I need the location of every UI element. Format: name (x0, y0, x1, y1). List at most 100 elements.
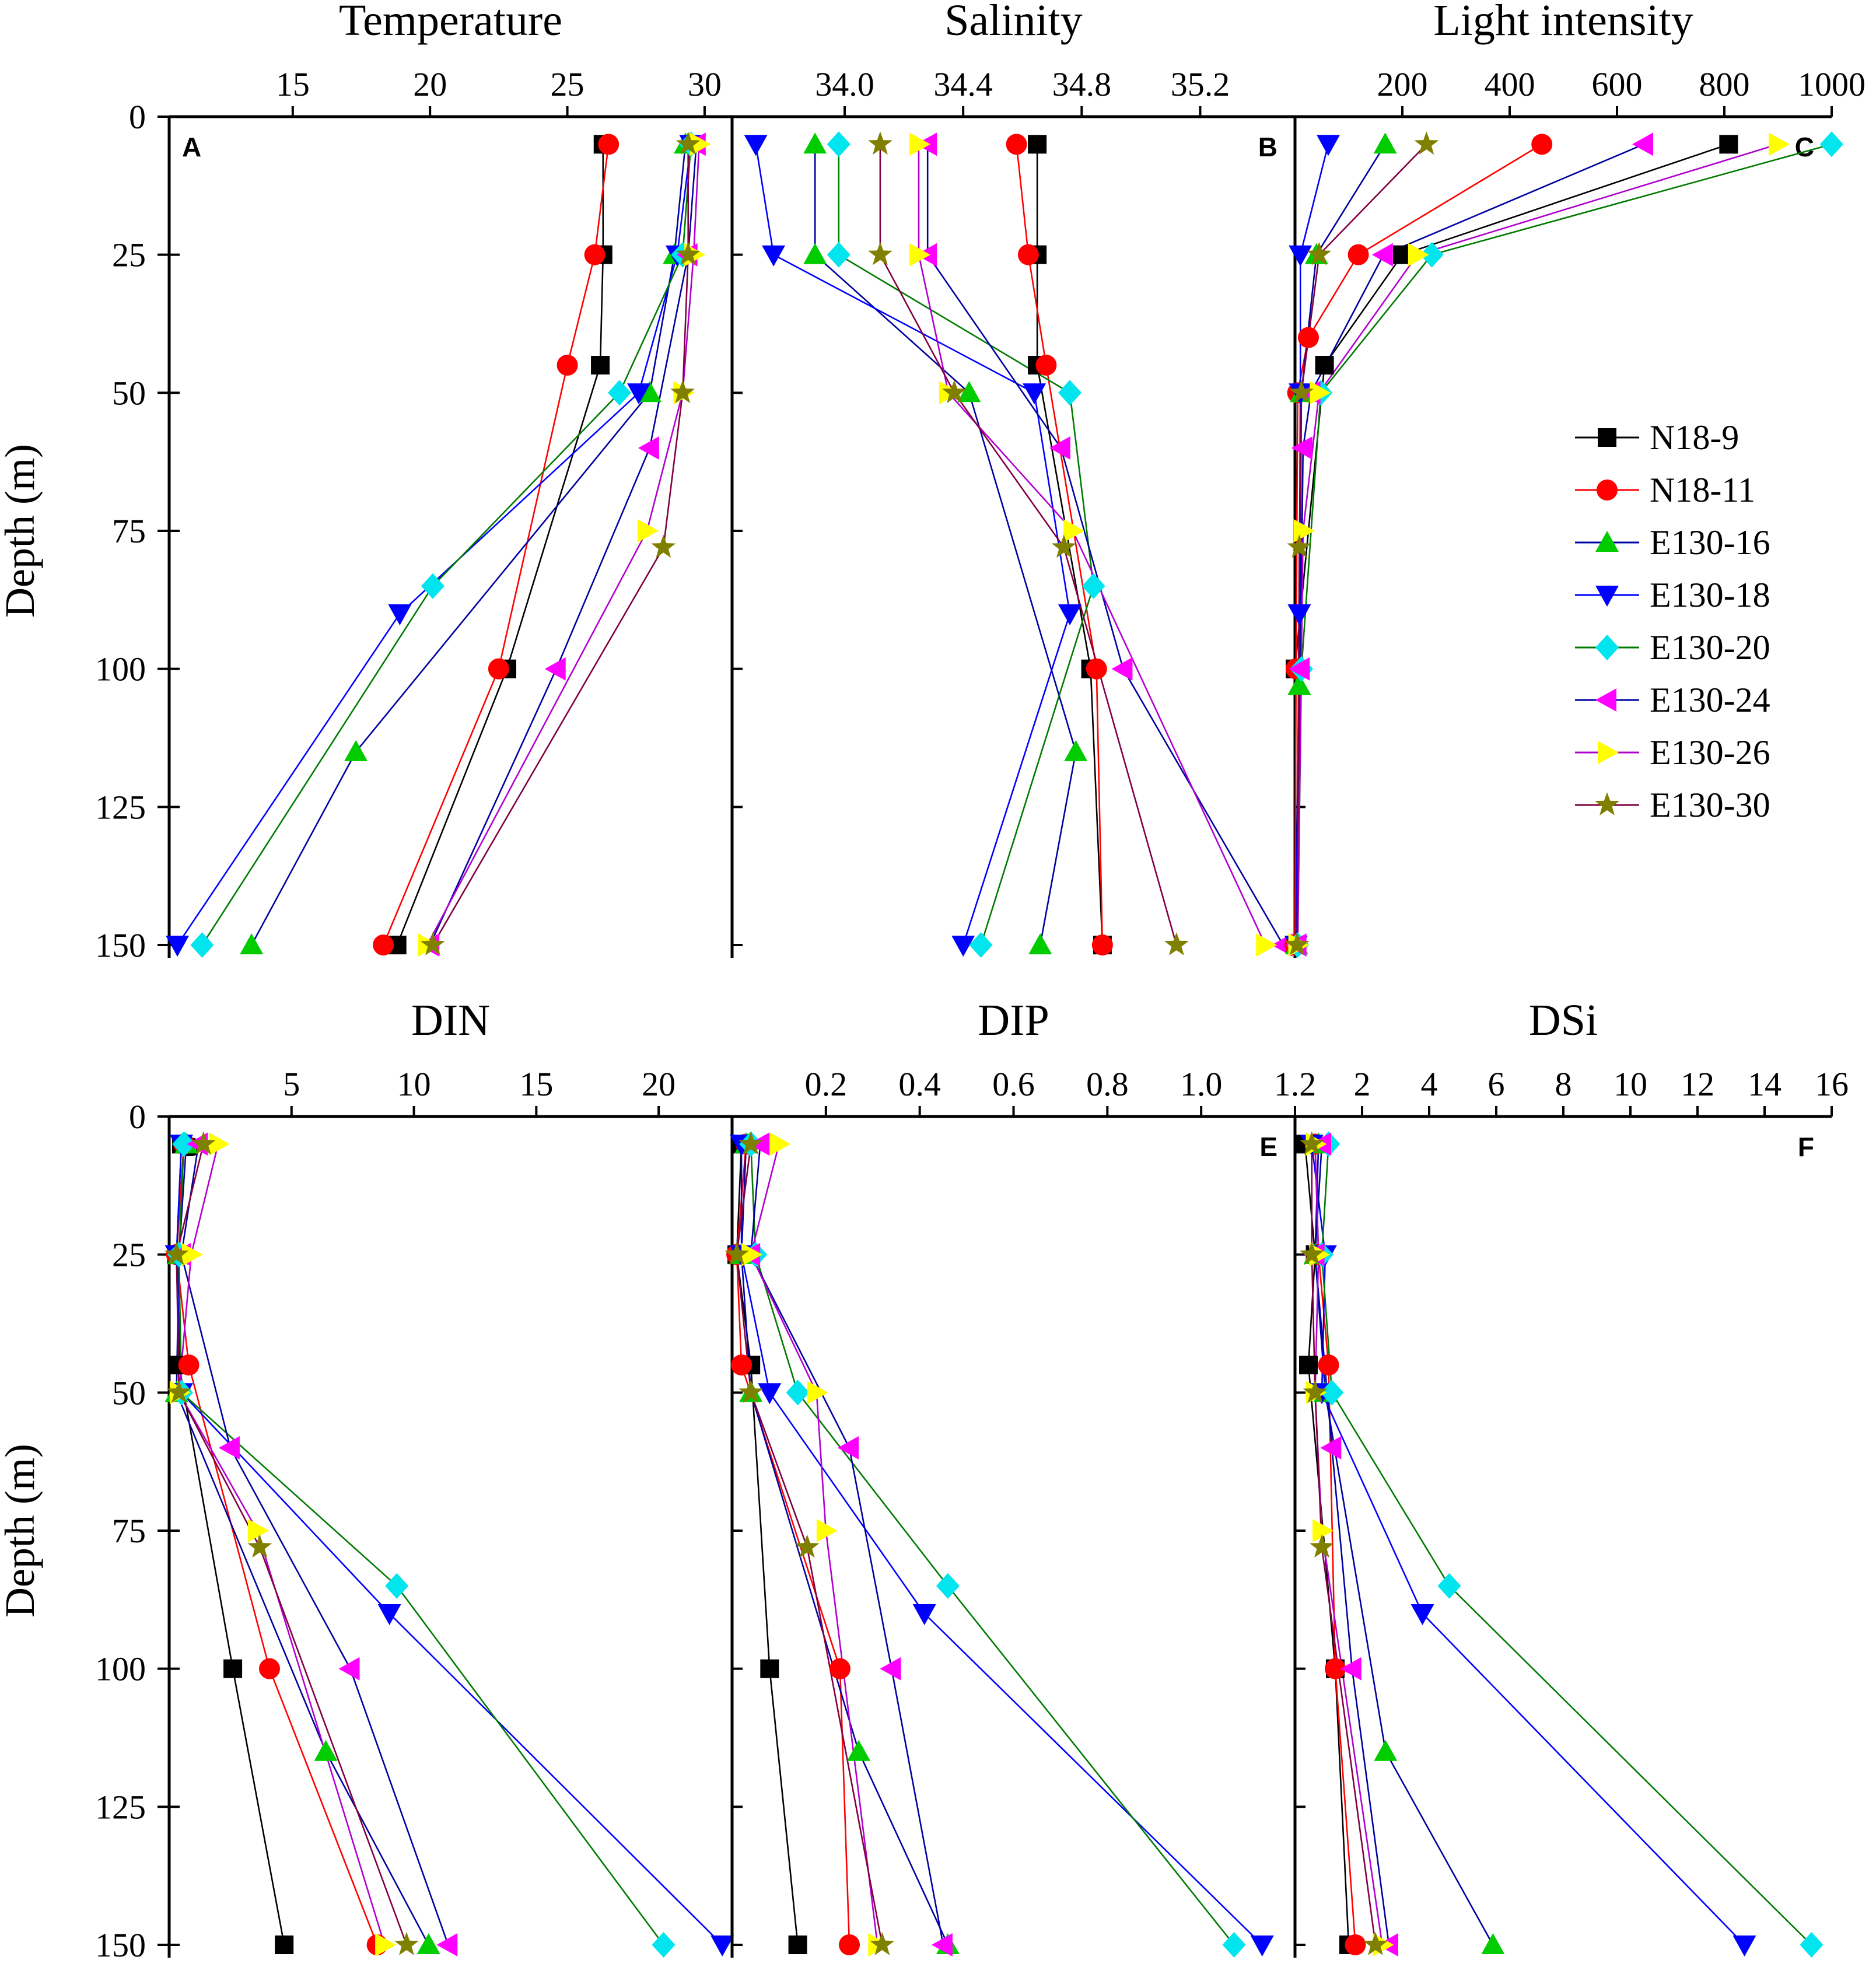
x-tick-label: 10 (397, 1065, 431, 1103)
series-line (750, 1144, 1235, 1945)
data-point (627, 383, 650, 405)
markers-e130-16 (240, 132, 697, 954)
data-point (847, 1740, 871, 1761)
data-point (218, 1436, 240, 1460)
data-point (373, 935, 394, 956)
data-point (421, 932, 445, 956)
data-point (1289, 657, 1310, 681)
y-tick-label: 100 (95, 1650, 146, 1688)
data-point (1317, 135, 1340, 156)
x-tick-label: 34.4 (933, 65, 993, 103)
data-point (164, 1241, 189, 1265)
y-tick-label: 0 (129, 1098, 146, 1136)
data-point (1289, 380, 1314, 404)
data-point (1058, 604, 1082, 625)
data-point (1303, 1380, 1328, 1404)
data-point (166, 936, 190, 957)
data-point (1800, 1932, 1824, 1958)
panel-dip: DIP 0.2 0.4 0.6 0.8 1.0 1.2 E (724, 996, 1316, 1958)
data-point (1371, 243, 1393, 267)
data-point (1086, 658, 1107, 680)
data-point (1374, 1740, 1398, 1761)
data-point (1420, 242, 1444, 268)
markers-e130-30 (421, 131, 701, 956)
legend-label: E130-20 (1650, 628, 1770, 667)
markers-e130-30 (868, 131, 1189, 956)
data-point (803, 132, 827, 154)
data-point (208, 1132, 230, 1156)
legend-label: E130-26 (1650, 733, 1770, 772)
data-point (1719, 135, 1738, 154)
x-tick-label: 15 (276, 65, 310, 103)
markers-e130-30 (164, 1131, 419, 1955)
data-point (344, 740, 368, 761)
data-point (1437, 1573, 1461, 1599)
data-point (868, 131, 892, 155)
x-tick-label: 35.2 (1171, 65, 1230, 103)
data-point (1250, 1936, 1274, 1957)
data-point (951, 936, 975, 957)
panel-title: Temperature (339, 0, 562, 45)
data-point (769, 1132, 791, 1156)
x-tick-label: 200 (1377, 65, 1428, 103)
legend-item-e130-20: E130-20 (1575, 628, 1770, 667)
data-point (247, 1534, 272, 1558)
series-e130-26 (178, 1143, 386, 1945)
markers-n18-11 (1006, 134, 1113, 956)
data-point (416, 1933, 440, 1954)
data-point (314, 1740, 338, 1761)
x-tick-label: 5 (283, 1065, 300, 1103)
x-tick-label: 600 (1592, 65, 1643, 103)
x-tick-label: 0.6 (992, 1065, 1035, 1103)
series-line (750, 1144, 944, 1945)
series-e130-24 (926, 144, 1284, 946)
data-point (1315, 356, 1334, 374)
x-tick-label: 4 (1421, 1065, 1438, 1103)
data-point (1531, 134, 1553, 155)
data-point (957, 381, 981, 402)
data-point (786, 1380, 810, 1406)
y-tick-label: 0 (129, 98, 146, 136)
markers-e130-26 (741, 1132, 890, 1957)
data-point (1023, 383, 1046, 405)
data-point (1287, 604, 1311, 625)
panel-letter: A (182, 132, 201, 162)
markers-e130-24 (170, 1132, 458, 1957)
markers-e130-30 (724, 1131, 895, 1955)
data-point (1298, 327, 1319, 348)
legend-marker (1598, 428, 1616, 447)
data-point (912, 1604, 936, 1625)
data-point (731, 1354, 752, 1376)
y-tick-label: 100 (95, 650, 146, 688)
legend-item-e130-24: E130-24 (1575, 681, 1770, 719)
legend: N18-9 N18-11 E130-16 E130-18 E130-20 E130-24 E… (1575, 418, 1770, 824)
data-point (1287, 534, 1312, 558)
data-point (1410, 1604, 1434, 1625)
markers-e130-20 (167, 1131, 676, 1958)
data-point (1256, 933, 1278, 957)
y-tick-label: 25 (112, 236, 146, 274)
legend-item-n18-9: N18-9 (1575, 418, 1739, 457)
x-tick-label: 2 (1354, 1065, 1371, 1103)
data-point (738, 1380, 764, 1404)
data-point (1325, 1658, 1346, 1679)
data-point (1284, 932, 1310, 956)
y-tick-label: 150 (95, 1926, 146, 1964)
data-point (638, 519, 659, 542)
data-point (670, 380, 695, 404)
panel-temperature: Temperature 15 20 25 30 0 25 50 75 100 125 150 A (95, 0, 732, 964)
data-point (638, 381, 662, 402)
series-line (926, 144, 1284, 946)
markers-n18-11 (166, 1133, 388, 1955)
data-point (375, 1933, 397, 1957)
data-point (1006, 134, 1027, 155)
data-point (1348, 244, 1369, 265)
data-point (909, 243, 930, 267)
data-point (1299, 1241, 1324, 1265)
series-line (1314, 1144, 1494, 1945)
data-point (762, 245, 786, 267)
series-line (1294, 144, 1542, 946)
data-point (1222, 1932, 1246, 1958)
y-tick-label: 25 (112, 1236, 146, 1274)
